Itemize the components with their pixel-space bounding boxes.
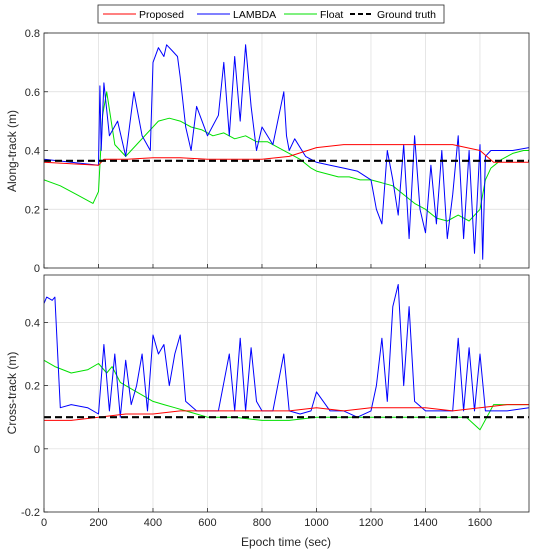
y-tick-label: 0.8 — [25, 28, 40, 40]
y-tick-label: 0.2 — [25, 381, 40, 393]
x-tick-label: 1600 — [468, 517, 492, 529]
legend-entry-ground-truth: Ground truth — [350, 9, 436, 21]
series-layer — [44, 44, 529, 260]
cross-track-y-axis-label: Cross-track (m) — [5, 352, 19, 435]
legend-box — [97, 4, 445, 24]
x-tick-label: 200 — [89, 517, 107, 529]
along-track-axes: 0 0.2 0.4 0.6 0.8 — [25, 28, 530, 275]
series-line-lambda — [44, 284, 529, 418]
x-tick-label: 400 — [144, 517, 162, 529]
plot-area — [44, 275, 529, 512]
legend-label-proposed: Proposed — [139, 9, 184, 21]
legend-label-float: Float — [320, 9, 343, 21]
series-line-float — [44, 91, 529, 222]
legend-label-lambda: LAMBDA — [233, 9, 276, 21]
legend-entry-lambda: LAMBDA — [197, 9, 276, 21]
x-tick-label: 600 — [198, 517, 216, 529]
x-tick-label: 0 — [41, 517, 47, 529]
y-tick-label: 0.6 — [25, 87, 40, 99]
cross-track-axes: 0 200 400 600 800 1000 1200 1400 1600-0.200.20.4 — [21, 274, 530, 529]
legend-label-ground-truth: Ground truth — [377, 9, 436, 21]
series-line-proposed — [44, 404, 529, 421]
series-line-lambda — [44, 44, 529, 260]
series-layer — [44, 284, 529, 431]
x-tick-label: 800 — [253, 517, 271, 529]
axes-frame — [43, 274, 530, 513]
y-tick-label: 0.2 — [25, 204, 40, 216]
x-tick-label: 1400 — [413, 517, 437, 529]
y-tick-label: 0.4 — [25, 146, 40, 158]
legend: Proposed LAMBDA Float Ground truth — [97, 4, 445, 24]
legend-entry-float: Float — [284, 9, 343, 21]
y-tick-label: 0 — [34, 263, 40, 275]
along-track-y-axis-label: Along-track (m) — [5, 110, 19, 192]
x-tick-label: 1200 — [359, 517, 383, 529]
y-tick-label: 0.4 — [25, 317, 40, 329]
y-tick-label: 0 — [34, 444, 40, 456]
x-tick-label: 1000 — [304, 517, 328, 529]
legend-entry-proposed: Proposed — [103, 9, 184, 21]
x-axis-label: Epoch time (sec) — [241, 535, 331, 549]
y-tick-label: -0.2 — [21, 507, 40, 519]
series-line-proposed — [44, 144, 529, 166]
